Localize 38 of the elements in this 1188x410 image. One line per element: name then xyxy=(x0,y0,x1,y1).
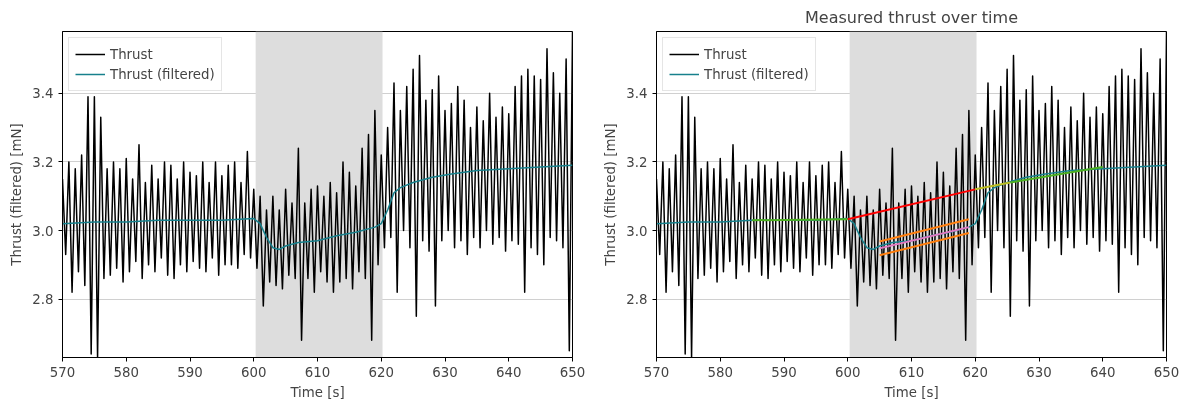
x-tick-label: 630 xyxy=(1026,364,1052,380)
legend-label: Thrust xyxy=(704,46,747,62)
x-tick-label: 640 xyxy=(496,364,522,380)
y-axis-title: Thrust (filtered) [mN] xyxy=(603,123,619,267)
y-tick-label: 3.4 xyxy=(32,86,54,102)
x-tick-label: 650 xyxy=(559,364,586,380)
x-tick-label: 590 xyxy=(177,364,203,380)
x-axis-title: Time [s] xyxy=(289,384,345,400)
legend-label: Thrust (filtered) xyxy=(110,66,215,82)
legend-label: Thrust xyxy=(110,46,153,62)
x-tick-label: 600 xyxy=(241,364,267,380)
x-tick-label: 620 xyxy=(962,364,988,380)
x-tick-label: 610 xyxy=(898,364,925,380)
y-tick-label: 2.8 xyxy=(32,292,54,308)
y-tick-label: 3.0 xyxy=(32,223,54,239)
legend-label: Thrust (filtered) xyxy=(704,66,809,82)
x-axis-title: Time [s] xyxy=(883,384,939,400)
y-tick-label: 2.8 xyxy=(626,292,648,308)
x-tick-label: 570 xyxy=(49,364,76,380)
chart-title: Measured thrust over time xyxy=(805,7,1018,27)
y-tick-label: 3.4 xyxy=(626,86,648,102)
x-tick-label: 620 xyxy=(368,364,394,380)
x-tick-label: 640 xyxy=(1090,364,1116,380)
x-tick-label: 650 xyxy=(1153,364,1180,380)
x-tick-label: 570 xyxy=(643,364,670,380)
x-tick-label: 590 xyxy=(771,364,797,380)
x-tick-label: 580 xyxy=(113,364,139,380)
line-series xyxy=(656,31,1167,358)
y-tick-label: 3.2 xyxy=(32,154,54,170)
line-series xyxy=(62,31,573,358)
y-tick-label: 3.0 xyxy=(626,223,648,239)
x-tick-label: 600 xyxy=(835,364,861,380)
x-tick-label: 610 xyxy=(304,364,331,380)
y-axis-title: Thrust (filtered) [mN] xyxy=(9,123,25,267)
line-series xyxy=(62,164,573,251)
y-tick-label: 3.2 xyxy=(626,154,648,170)
x-tick-label: 580 xyxy=(707,364,733,380)
x-tick-label: 630 xyxy=(432,364,458,380)
